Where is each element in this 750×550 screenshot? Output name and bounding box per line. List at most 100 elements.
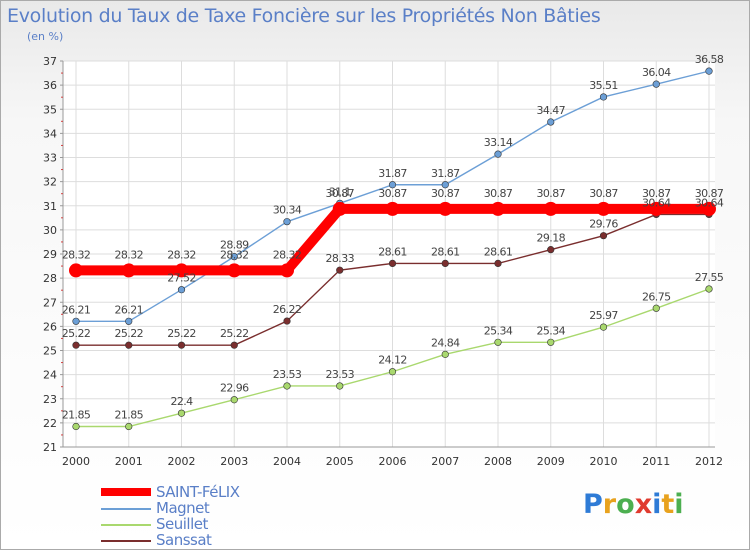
data-point (177, 341, 186, 349)
legend-label: Seuillet (156, 515, 208, 533)
data-point (280, 263, 294, 278)
data-point (69, 263, 83, 278)
data-point (705, 285, 713, 293)
logo-letter: P (583, 489, 603, 520)
data-label: 22.96 (220, 382, 249, 395)
data-point (174, 263, 189, 278)
data-label: 30.87 (642, 187, 671, 200)
data-label: 23.53 (326, 368, 355, 381)
data-point (283, 317, 291, 325)
y-tick-label: 23 (43, 393, 57, 406)
data-point (441, 259, 449, 268)
data-label: 27.52 (167, 272, 196, 285)
data-point (125, 317, 133, 325)
data-label: 26.21 (62, 303, 91, 316)
data-label: 29.76 (589, 218, 618, 231)
x-tick-label: 2011 (642, 455, 670, 468)
data-label: 30.87 (589, 187, 618, 200)
y-tick-label: 33 (43, 152, 57, 165)
data-label: 25.22 (62, 327, 91, 340)
data-point (283, 218, 291, 226)
data-point (599, 93, 608, 101)
y-tick-label: 25 (43, 345, 57, 358)
data-point (72, 422, 80, 431)
logo-letter: i (674, 489, 684, 520)
data-point (596, 201, 611, 216)
data-label: 28.32 (273, 248, 302, 261)
data-point (652, 80, 660, 88)
data-label: 28.61 (484, 245, 513, 258)
legend-label: SAINT-FéLIX (156, 483, 240, 501)
y-tick-label: 29 (43, 248, 57, 261)
data-label: 25.34 (537, 324, 566, 337)
data-point (388, 368, 397, 376)
data-label: 26.21 (115, 303, 144, 316)
data-label: 35.51 (589, 79, 618, 92)
data-label: 30.87 (484, 187, 513, 200)
data-label: 21.85 (62, 408, 91, 421)
data-point (72, 341, 80, 349)
legend-swatch (101, 540, 151, 542)
data-label: 23.53 (273, 368, 302, 381)
data-point (494, 150, 502, 158)
data-label: 30.34 (273, 204, 302, 217)
x-tick-label: 2012 (695, 455, 723, 468)
y-tick-label: 22 (43, 417, 57, 430)
y-tick-label: 32 (43, 176, 57, 189)
data-label: 26.22 (273, 303, 302, 316)
data-label: 28.32 (220, 248, 249, 261)
y-tick-label: 27 (43, 296, 57, 309)
data-point (547, 118, 555, 126)
y-tick-label: 21 (43, 441, 57, 454)
data-point (336, 382, 344, 390)
chart-title: Evolution du Taux de Taxe Foncière sur l… (7, 5, 601, 27)
data-label: 34.47 (537, 104, 566, 117)
data-point (385, 201, 400, 216)
data-label: 30.87 (431, 187, 460, 200)
data-point (441, 350, 449, 358)
data-label: 30.64 (642, 196, 671, 209)
data-point (491, 201, 505, 216)
series-sanssat (72, 210, 713, 349)
y-tick-label: 36 (43, 79, 57, 92)
data-label: 36.58 (695, 53, 724, 66)
data-point (494, 259, 502, 268)
y-tick-label: 37 (43, 55, 57, 68)
data-label: 31.87 (431, 167, 460, 180)
data-point (388, 181, 397, 189)
logo-letter: r (602, 489, 617, 520)
data-point (494, 338, 502, 346)
data-point (125, 341, 133, 349)
data-point (547, 338, 555, 346)
data-label: 36.04 (642, 66, 671, 79)
data-label: 25.22 (115, 327, 144, 340)
legend-label: Sanssat (156, 531, 212, 549)
data-label: 30.87 (378, 187, 407, 200)
data-label: 30.87 (537, 187, 566, 200)
proxiti-logo: Proxiti (583, 489, 684, 520)
data-label: 31.1 (329, 185, 351, 198)
data-label: 30.87 (695, 187, 724, 200)
data-label: 24.84 (431, 336, 460, 349)
y-tick-label: 31 (43, 200, 57, 213)
data-label: 33.14 (484, 136, 513, 149)
data-label: 22.4 (170, 395, 193, 408)
data-label: 25.22 (167, 327, 196, 340)
x-tick-label: 2002 (168, 455, 196, 468)
x-tick-label: 2005 (326, 455, 354, 468)
legend-swatch (101, 524, 151, 526)
legend-swatch (101, 508, 151, 510)
data-point (177, 286, 186, 294)
y-tick-label: 35 (43, 103, 57, 116)
logo-letter: t (661, 489, 675, 520)
x-tick-label: 2003 (220, 455, 248, 468)
data-label: 28.33 (326, 252, 355, 265)
data-label: 28.32 (115, 248, 144, 261)
data-label: 27.55 (695, 271, 724, 284)
data-point (705, 67, 713, 75)
data-point (388, 259, 397, 268)
logo-letter: i (652, 489, 662, 520)
x-tick-label: 2006 (379, 455, 407, 468)
data-point (543, 201, 558, 216)
